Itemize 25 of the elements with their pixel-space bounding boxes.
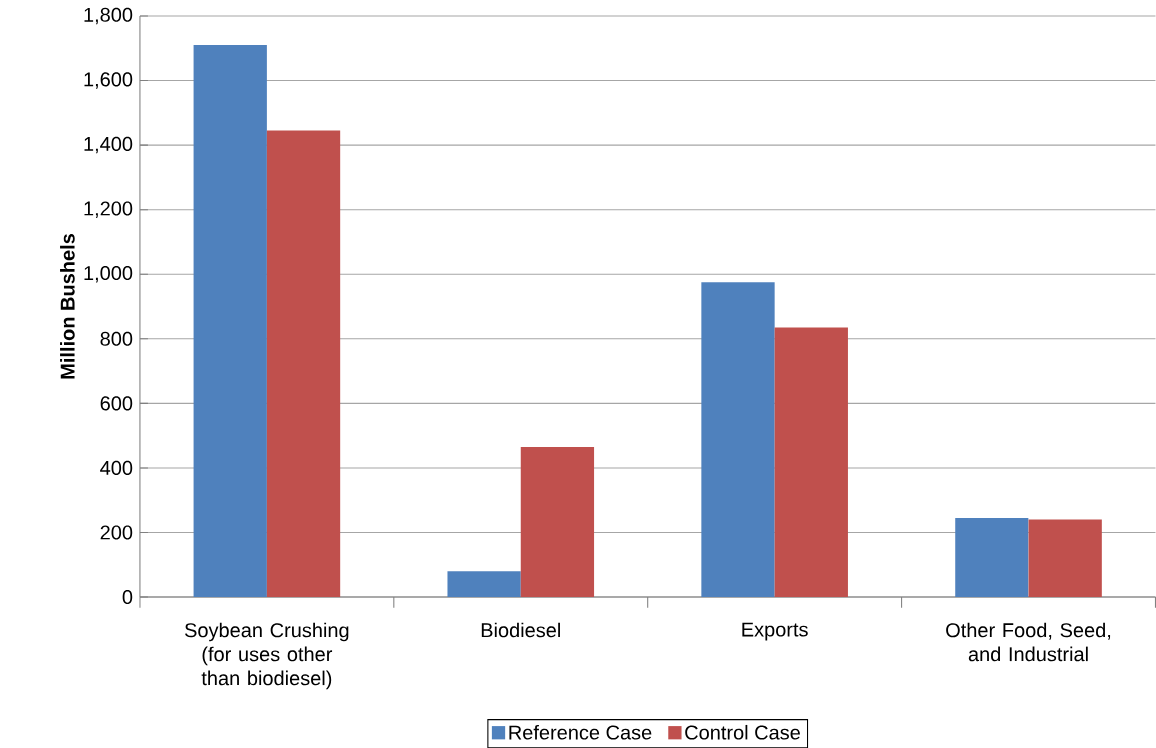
y-tick-label: 1,600 xyxy=(84,72,133,89)
x-tick-label: Exports xyxy=(742,622,808,641)
y-tick-label: 1,800 xyxy=(84,7,133,25)
bar xyxy=(774,327,848,597)
bar xyxy=(1028,519,1102,597)
y-axis-title: Million Bushels xyxy=(60,233,75,379)
y-tick-label: 400 xyxy=(100,460,133,475)
y-tick-label: 1,400 xyxy=(84,136,133,154)
x-tick-label: Biodiesel xyxy=(481,622,560,638)
x-tick-label: Soybean Crushing (for uses other than biodiesel) xyxy=(184,622,349,690)
y-tick-label: 600 xyxy=(100,396,133,411)
legend-label: Control Case xyxy=(685,724,800,740)
bar xyxy=(266,130,341,597)
y-tick-label: 200 xyxy=(100,525,133,540)
bar xyxy=(520,446,595,597)
y-tick-label: 1,200 xyxy=(84,201,133,218)
legend-label: Reference Case xyxy=(509,724,652,740)
y-tick-label: 800 xyxy=(100,331,133,346)
x-tick-label: Other Food, Seed, and Industrial xyxy=(946,622,1111,662)
y-tick-label: 1,000 xyxy=(84,265,133,283)
bar xyxy=(955,517,1029,597)
bar xyxy=(447,571,521,597)
bar xyxy=(701,282,775,597)
bar xyxy=(193,44,267,597)
y-tick-label: 0 xyxy=(122,589,133,604)
